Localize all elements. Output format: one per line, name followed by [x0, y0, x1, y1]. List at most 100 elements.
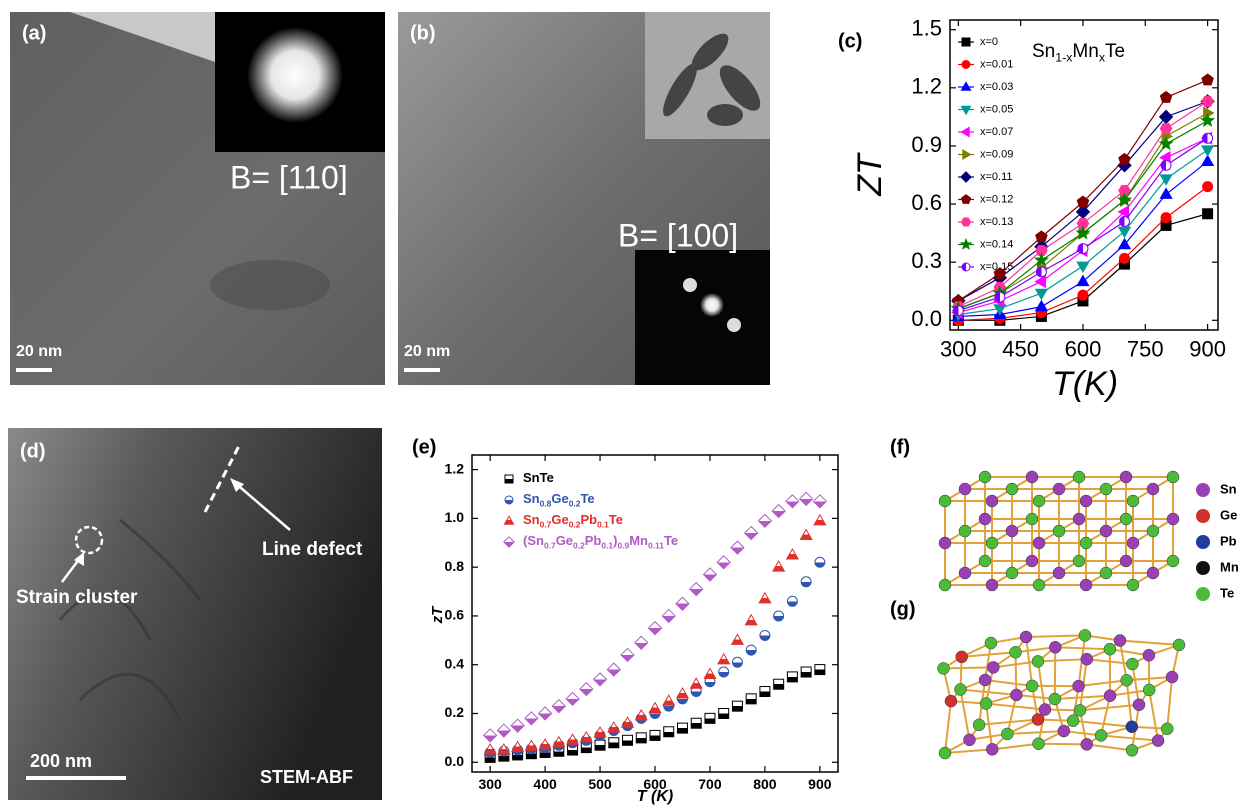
atom [1074, 704, 1086, 716]
bond [1016, 652, 1017, 695]
marker [719, 667, 729, 677]
atom [1033, 537, 1045, 549]
panel-label: (d) [20, 440, 46, 462]
atom [1127, 495, 1139, 507]
marker [1120, 253, 1130, 263]
atom [986, 495, 998, 507]
marker [691, 718, 701, 728]
x-tick-label: 600 [1065, 337, 1102, 362]
marker [760, 630, 770, 640]
annotation: Sn1-xMnxTe [1032, 41, 1125, 65]
bond [1087, 744, 1132, 750]
atom [987, 661, 999, 673]
legend-marker [961, 172, 971, 182]
atom [1032, 655, 1044, 667]
marker [1036, 231, 1047, 242]
legend-label: x=0.05 [980, 103, 1013, 115]
marker [1160, 92, 1171, 103]
marker [772, 505, 785, 518]
subscript: 0.8 [540, 499, 552, 509]
annotation: STEM-ABF [260, 767, 353, 787]
x-tick-label: 900 [808, 776, 832, 792]
marker [1160, 188, 1172, 198]
marker [758, 514, 771, 527]
x-tick-label: 750 [1127, 337, 1164, 362]
panel-label: (f) [890, 436, 910, 458]
atom [1121, 674, 1133, 686]
marker [1077, 262, 1089, 272]
atom [1053, 483, 1065, 495]
marker [745, 615, 757, 625]
marker [745, 527, 758, 540]
atom-legend-dot [1196, 561, 1210, 575]
y-tick-label: 0.6 [445, 607, 465, 623]
marker [1203, 209, 1213, 219]
panel-label: (e) [412, 436, 436, 458]
atom [1080, 537, 1092, 549]
legend-marker [505, 496, 513, 504]
marker [1036, 267, 1046, 277]
zone-axis: B= [100] [618, 217, 738, 253]
legend-label: x=0.01 [980, 58, 1013, 70]
marker [677, 688, 689, 698]
marker [594, 673, 607, 686]
marker [676, 597, 689, 610]
legend-marker [962, 38, 970, 46]
diffraction-spot [700, 293, 724, 317]
marker [1202, 74, 1213, 85]
atom [1058, 725, 1070, 737]
bond [992, 744, 1038, 750]
atom [985, 637, 997, 649]
atom [986, 537, 998, 549]
atom [1120, 513, 1132, 525]
x-tick-label: 300 [940, 337, 977, 362]
scale-bar [16, 368, 52, 372]
marker [1036, 301, 1048, 311]
marker [609, 738, 619, 748]
bond [945, 701, 951, 753]
text-part: Mn [1072, 41, 1098, 62]
atom [1001, 728, 1013, 740]
x-tick-label: 500 [588, 776, 612, 792]
x-tick-label: 900 [1189, 337, 1226, 362]
atom [1032, 713, 1044, 725]
marker [759, 593, 771, 603]
legend-label: x=0.13 [980, 216, 1013, 228]
bond [1120, 641, 1179, 645]
atom [979, 674, 991, 686]
y-tick-label: 0.6 [911, 190, 942, 215]
atom [1166, 671, 1178, 683]
marker [813, 495, 826, 508]
marker [621, 648, 634, 661]
text-part: Te [580, 491, 594, 506]
page: {"panels": { "a": {"label": "(a)", "zone… [0, 0, 1248, 805]
atom-legend-label: Te [1220, 585, 1234, 600]
legend-label: Sn0.8Ge0.2Te [523, 491, 595, 508]
legend-label: x=0.07 [980, 126, 1013, 138]
atom [1114, 635, 1126, 647]
marker [607, 663, 620, 676]
marker [717, 556, 730, 569]
atom [1143, 684, 1155, 696]
atom [1039, 704, 1051, 716]
subscript: 0.7 [544, 541, 556, 551]
marker [636, 733, 646, 743]
marker [1202, 96, 1214, 106]
panel-label: (g) [890, 598, 916, 620]
atom [1080, 495, 1092, 507]
atom [937, 662, 949, 674]
atom-legend-label: Ge [1220, 507, 1237, 522]
atom [939, 579, 951, 591]
bond [1055, 647, 1110, 649]
marker [497, 724, 510, 737]
atom [1006, 483, 1018, 495]
atom [1100, 483, 1112, 495]
atom [1079, 629, 1091, 641]
marker [774, 679, 784, 689]
atom [986, 579, 998, 591]
atom [1133, 699, 1145, 711]
atom [1120, 555, 1132, 567]
atom [1104, 643, 1116, 655]
marker [704, 668, 716, 678]
